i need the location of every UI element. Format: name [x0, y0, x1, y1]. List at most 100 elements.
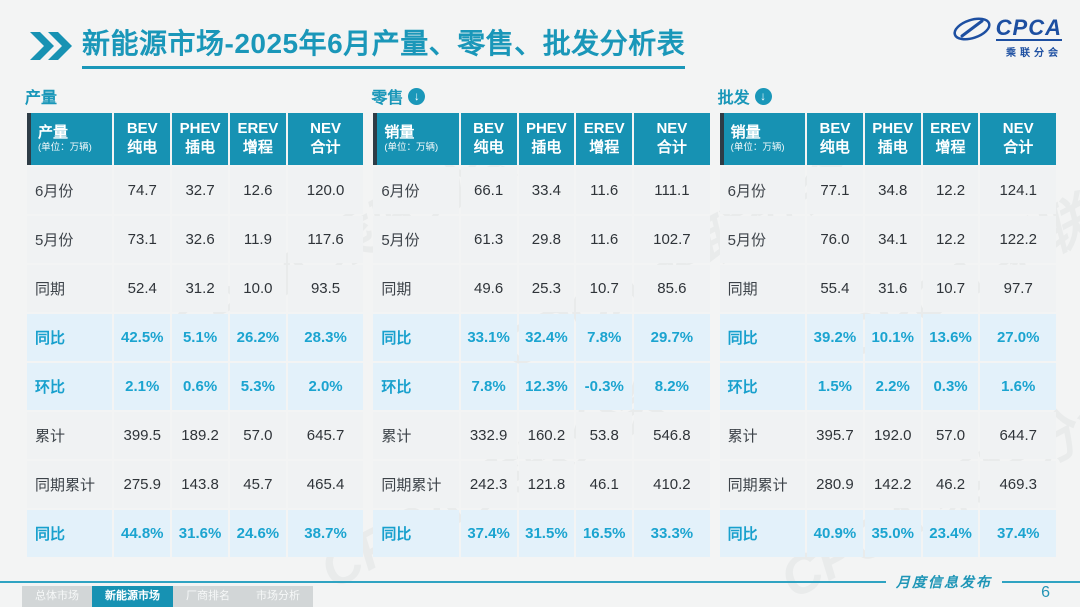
- page-title-emphasis: 新能源市场: [82, 28, 225, 59]
- footer-tab-4[interactable]: 市场分析: [243, 586, 313, 607]
- table-row: 同期累计 275.9 143.8 45.7 465.4: [27, 461, 364, 508]
- cell-value: 11.6: [576, 167, 633, 214]
- cell-value: 2.1%: [114, 363, 171, 410]
- cell-value: 66.1: [460, 167, 517, 214]
- table-row: 同期 55.4 31.6 10.7 97.7: [719, 265, 1056, 312]
- table-row: 同比 42.5% 5.1% 26.2% 28.3%: [27, 314, 364, 361]
- cell-value: 12.6: [229, 167, 286, 214]
- cpca-logo: CPCA 乘联分会: [932, 16, 1062, 59]
- cell-value: 160.2: [518, 412, 575, 459]
- cell-value: 42.5%: [114, 314, 171, 361]
- cell-value: 143.8: [172, 461, 228, 508]
- header-cell: EREV 增程: [576, 113, 633, 165]
- header-cell: BEV 纯电: [460, 113, 517, 165]
- header-cell: NEV 合计: [634, 113, 710, 165]
- cell-value: 122.2: [980, 216, 1056, 263]
- cell-value: 85.6: [634, 265, 710, 312]
- header-cell: PHEV 插电: [172, 113, 228, 165]
- cell-value: 192.0: [864, 412, 921, 459]
- column-label-bottom: 纯电: [819, 139, 850, 156]
- row-label: 同期累计: [27, 461, 113, 508]
- cell-value: 120.0: [287, 167, 364, 214]
- cell-value: 45.7: [229, 461, 286, 508]
- row-label: 5月份: [27, 216, 113, 263]
- data-table-wholesale: 销量 (单位：万辆) BEV 纯电 PHEV 插电 EREV 增程 NEV 合计 6月份 77.1 34…: [718, 111, 1058, 559]
- cell-value: 11.6: [576, 216, 633, 263]
- row-label: 同期累计: [373, 461, 459, 508]
- table-row: 5月份 76.0 34.1 12.2 122.2: [719, 216, 1056, 263]
- cell-value: 10.7: [576, 265, 633, 312]
- header-cell: EREV 增程: [922, 113, 979, 165]
- down-arrow-circle-icon: ↓: [408, 87, 426, 105]
- row-label: 同期: [373, 265, 459, 312]
- footer-note: 月度信息发布: [896, 576, 992, 591]
- cell-value: 46.1: [576, 461, 633, 508]
- cell-value: 1.5%: [807, 363, 863, 410]
- table-row: 5月份 61.3 29.8 11.6 102.7: [373, 216, 710, 263]
- row-label: 同比: [719, 314, 806, 361]
- cell-value: 644.7: [980, 412, 1056, 459]
- cell-value: 5.1%: [172, 314, 228, 361]
- row-label: 同期: [719, 265, 806, 312]
- table-row: 同比 40.9% 35.0% 23.4% 37.4%: [719, 510, 1056, 557]
- footer-tab-3[interactable]: 厂商排名: [173, 586, 243, 607]
- header-cell-metric: 销量 (单位：万辆): [373, 113, 459, 165]
- header-unit-label: (单位：万辆): [730, 142, 785, 154]
- header-cell: NEV 合计: [287, 113, 364, 165]
- column-label-bottom: 合计: [656, 139, 687, 156]
- cell-value: 10.1%: [864, 314, 921, 361]
- cell-value: 55.4: [807, 265, 863, 312]
- cell-value: 29.7%: [634, 314, 710, 361]
- column-label-bottom: 插电: [531, 139, 562, 156]
- cell-value: 102.7: [634, 216, 710, 263]
- cell-value: 546.8: [634, 412, 710, 459]
- cell-value: 395.7: [807, 412, 863, 459]
- cell-value: 12.3%: [518, 363, 575, 410]
- table-row: 累计 395.7 192.0 57.0 644.7: [719, 412, 1056, 459]
- cell-value: 645.7: [287, 412, 364, 459]
- cell-value: 13.6%: [922, 314, 979, 361]
- cell-value: 189.2: [172, 412, 228, 459]
- row-label: 累计: [719, 412, 806, 459]
- page-number: 6: [1041, 584, 1050, 601]
- column-label-top: PHEV: [525, 120, 567, 138]
- row-label: 同期: [27, 265, 113, 312]
- table-row: 累计 399.5 189.2 57.0 645.7: [27, 412, 364, 459]
- column-label-top: EREV: [930, 120, 971, 138]
- row-label: 环比: [373, 363, 459, 410]
- cell-value: 142.2: [864, 461, 921, 508]
- cell-value: 27.0%: [980, 314, 1056, 361]
- table-row: 5月份 73.1 32.6 11.9 117.6: [27, 216, 364, 263]
- cell-value: 280.9: [807, 461, 863, 508]
- cell-value: 37.4%: [980, 510, 1056, 557]
- cell-value: 73.1: [114, 216, 171, 263]
- column-label-top: BEV: [819, 120, 851, 138]
- footer-tab-2[interactable]: 新能源市场: [92, 586, 173, 607]
- cell-value: 33.4: [518, 167, 575, 214]
- table-row: 同期累计 242.3 121.8 46.1 410.2: [373, 461, 710, 508]
- section-label-text: 产量: [25, 90, 58, 107]
- cell-value: 49.6: [460, 265, 517, 312]
- cell-value: 7.8%: [576, 314, 633, 361]
- column-label-bottom: 增程: [242, 139, 273, 156]
- column-label-bottom: 合计: [310, 139, 341, 156]
- row-label: 同比: [27, 314, 113, 361]
- cell-value: -0.3%: [576, 363, 633, 410]
- cell-value: 111.1: [634, 167, 710, 214]
- section-label-retail: 零售 ↓: [371, 84, 711, 108]
- cell-value: 31.5%: [518, 510, 575, 557]
- cell-value: 117.6: [287, 216, 364, 263]
- row-label: 环比: [719, 363, 806, 410]
- data-table-retail: 销量 (单位：万辆) BEV 纯电 PHEV 插电 EREV 增程 NEV 合计 6月份 66.1 33…: [371, 111, 711, 559]
- row-label: 同比: [373, 510, 459, 557]
- table-production: 产量 产量 (单位：万辆) BEV 纯电 PHEV 插电 EREV 增程 NEV 合计 6月份 74.7…: [25, 84, 365, 559]
- table-row: 同比 39.2% 10.1% 13.6% 27.0%: [719, 314, 1056, 361]
- row-label: 累计: [27, 412, 113, 459]
- cell-value: 46.2: [922, 461, 979, 508]
- table-retail: 零售 ↓ 销量 (单位：万辆) BEV 纯电 PHEV 插电 EREV 增程 NEV 合计 6月份 66.…: [371, 84, 711, 559]
- row-label: 同期累计: [719, 461, 806, 508]
- cell-value: 53.8: [576, 412, 633, 459]
- cell-value: 465.4: [287, 461, 364, 508]
- footer-tab-1[interactable]: 总体市场: [22, 586, 92, 607]
